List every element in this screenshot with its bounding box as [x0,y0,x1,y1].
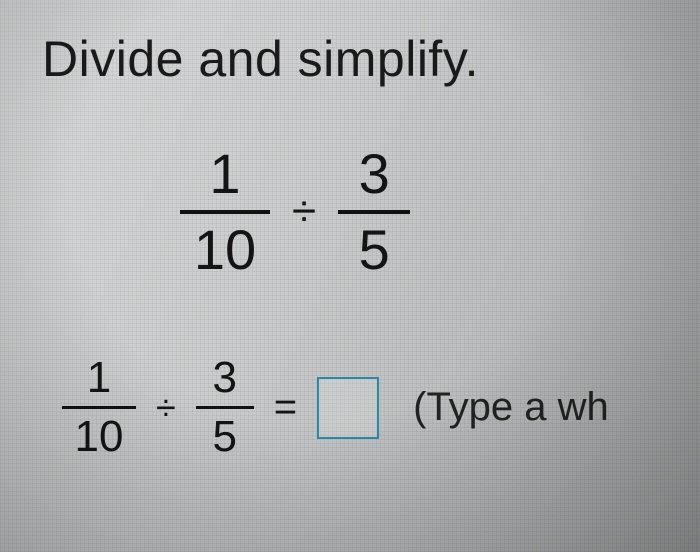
fraction-denominator: 5 [355,222,394,278]
fraction-numerator: 1 [205,146,244,202]
fraction-bar [196,406,254,409]
equals-sign: = [274,385,297,430]
fraction-numerator: 1 [83,356,115,400]
problem-fraction-2: 3 5 [338,146,410,278]
answer-input[interactable] [317,377,379,439]
problem-fraction-1: 1 10 [180,146,270,278]
worksheet-container: Divide and simplify. 1 10 ÷ 3 5 1 10 ÷ 3… [0,0,700,552]
divide-operator: ÷ [156,387,176,429]
instruction-text: Divide and simplify. [42,30,700,88]
answer-fraction-2: 3 5 [196,356,254,459]
fraction-denominator: 10 [190,222,260,278]
answer-hint: (Type a wh [413,385,609,430]
fraction-bar [62,406,136,409]
fraction-denominator: 5 [209,415,241,459]
answer-expression: 1 10 ÷ 3 5 = (Type a wh [62,356,700,459]
fraction-numerator: 3 [355,146,394,202]
divide-operator: ÷ [292,187,316,237]
fraction-denominator: 10 [71,415,128,459]
fraction-bar [338,210,410,214]
fraction-numerator: 3 [209,356,241,400]
problem-expression: 1 10 ÷ 3 5 [180,146,700,278]
fraction-bar [180,210,270,214]
answer-fraction-1: 1 10 [62,356,136,459]
